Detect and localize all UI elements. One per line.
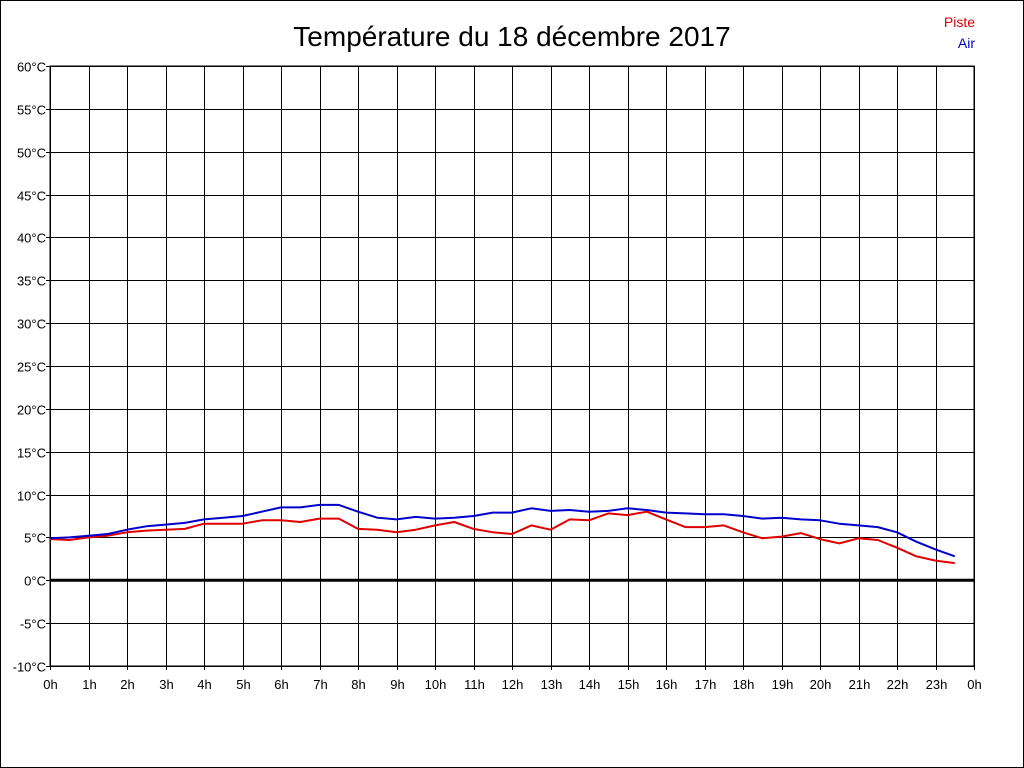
y-tick-label: 30°C — [17, 317, 46, 332]
x-tick-label: 1h — [82, 677, 96, 692]
x-tick-label: 2h — [120, 677, 134, 692]
y-axis-ticks: 60°C 55°C 50°C 45°C 40°C 35°C 30°C 25°C 20°C 15°C… — [13, 60, 50, 675]
y-tick-label: 15°C — [17, 446, 46, 461]
y-tick-label: 10°C — [17, 489, 46, 504]
y-tick-label: 55°C — [17, 103, 46, 118]
x-tick-label: 18h — [733, 677, 755, 692]
x-tick-label: 0h — [967, 677, 981, 692]
y-tick-label: 0°C — [24, 574, 46, 589]
y-tick-label: 45°C — [17, 189, 46, 204]
y-tick-label: 5°C — [24, 531, 46, 546]
y-tick-label: 50°C — [17, 146, 46, 161]
x-tick-label: 15h — [618, 677, 640, 692]
x-tick-label: 4h — [197, 677, 211, 692]
y-tick-label: 40°C — [17, 231, 46, 246]
series-line-piste — [49, 510, 955, 565]
x-tick-label: 17h — [695, 677, 717, 692]
x-tick-label: 10h — [425, 677, 447, 692]
x-tick-label: 3h — [159, 677, 173, 692]
x-tick-label: 12h — [502, 677, 524, 692]
x-axis-ticks: 0h 1h 2h 3h 4h 5h 6h 7h 8h 9h 10h 11h 12h 13h 14h 15h 16… — [43, 666, 982, 692]
chart-title: Température du 18 décembre 2017 — [293, 21, 730, 52]
x-tick-label: 14h — [579, 677, 601, 692]
x-tick-label: 11h — [464, 677, 485, 692]
x-tick-label: 9h — [390, 677, 404, 692]
x-tick-label: 8h — [351, 677, 365, 692]
y-tick-label: -10°C — [13, 660, 46, 675]
x-tick-label: 6h — [274, 677, 288, 692]
x-tick-label: 7h — [313, 677, 327, 692]
x-tick-label: 5h — [236, 677, 250, 692]
series-lines — [49, 503, 956, 565]
legend: Piste Air — [944, 14, 975, 51]
x-tick-label: 20h — [810, 677, 832, 692]
grid — [49, 65, 975, 667]
x-tick-label: 19h — [772, 677, 794, 692]
x-tick-label: 13h — [541, 677, 563, 692]
y-tick-label: 25°C — [17, 360, 46, 375]
y-tick-label: 60°C — [17, 60, 46, 75]
x-tick-label: 0h — [43, 677, 57, 692]
x-tick-label: 16h — [656, 677, 678, 692]
y-tick-label: 20°C — [17, 403, 46, 418]
y-tick-label: -5°C — [20, 617, 46, 632]
series-line-air — [49, 503, 956, 558]
legend-item-piste: Piste — [944, 14, 975, 30]
legend-item-air: Air — [958, 35, 975, 51]
x-tick-label: 22h — [887, 677, 909, 692]
x-tick-label: 21h — [849, 677, 871, 692]
y-tick-label: 35°C — [17, 274, 46, 289]
x-tick-label: 23h — [926, 677, 948, 692]
